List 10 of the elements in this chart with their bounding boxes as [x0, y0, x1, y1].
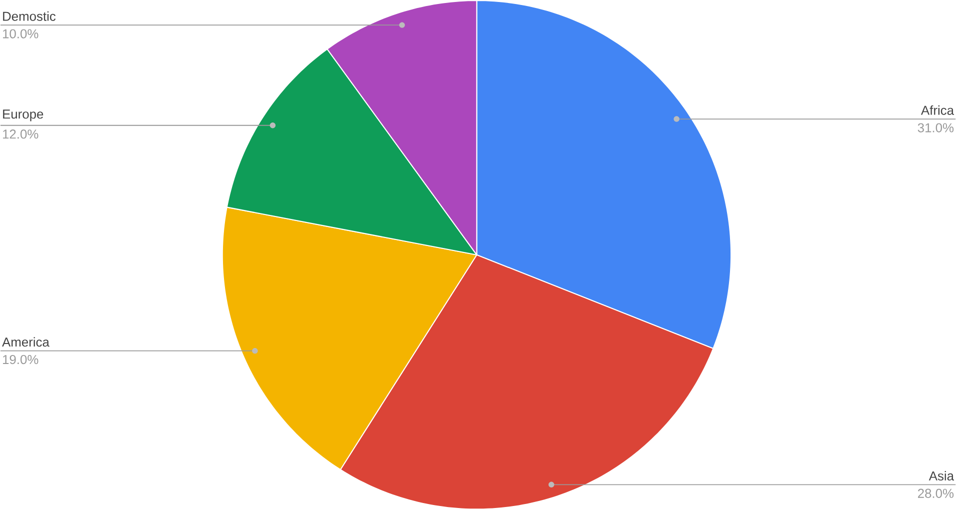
- data-label: 28.0%: [918, 488, 954, 498]
- data-label: 31.0%: [918, 123, 954, 132]
- slice-label: Europe: [3, 110, 44, 122]
- slice-label: Asia: [928, 471, 954, 481]
- data-label: 10.0%: [3, 29, 38, 38]
- slice-label: America: [2, 337, 50, 347]
- data-label: 19.0%: [3, 355, 38, 364]
- slice-label: Africa: [920, 106, 954, 116]
- slice-label: Demostic: [3, 12, 56, 22]
- data-label: 12.0%: [3, 130, 38, 139]
